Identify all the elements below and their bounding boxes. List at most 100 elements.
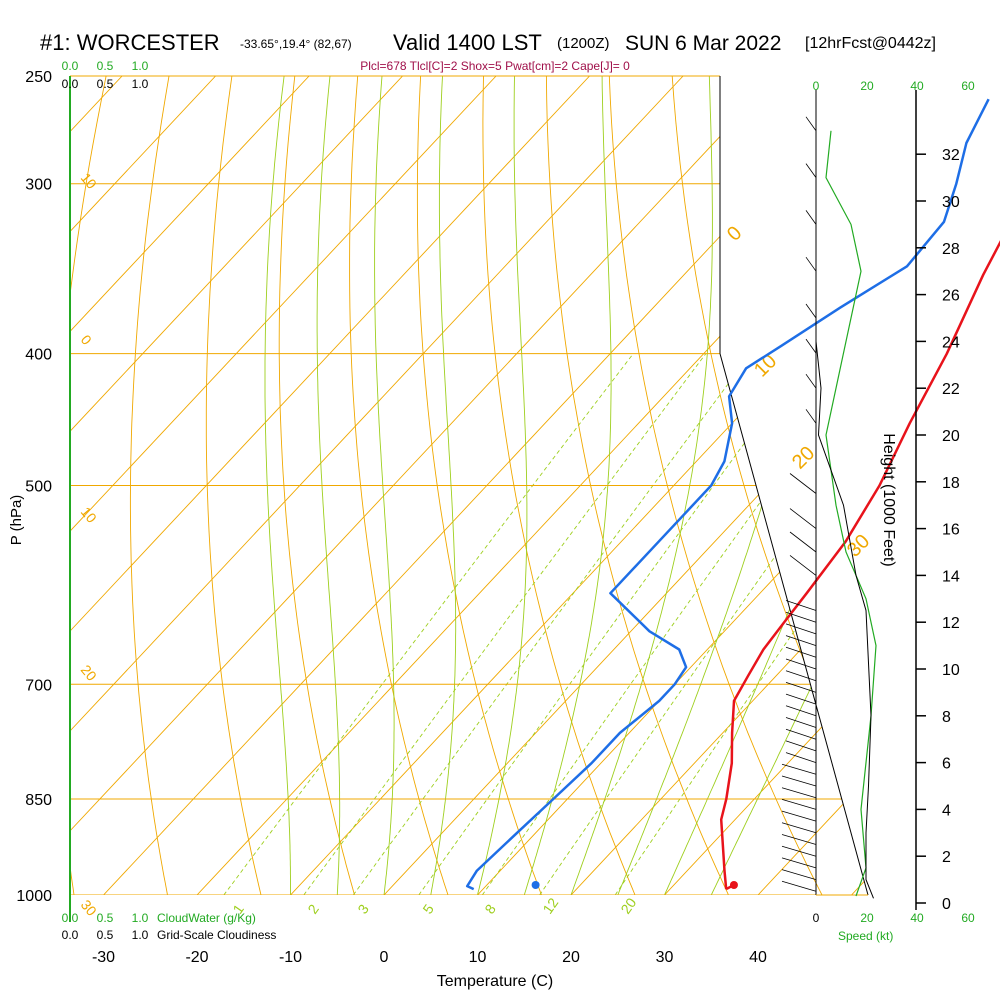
mixing-ratio-label: 5 <box>419 901 437 917</box>
height-tick-label: 22 <box>942 381 960 398</box>
wind-barb <box>782 823 816 833</box>
speed-tick-label-bottom: 0 <box>813 911 820 925</box>
mixing-ratio-label: 3 <box>354 901 372 917</box>
pressure-tick-label: 700 <box>25 677 52 694</box>
wind-barb <box>786 636 816 646</box>
wind-barb <box>806 374 816 388</box>
speed-tick-label-bottom: 20 <box>860 911 874 925</box>
speed-tick-label-top: 0 <box>813 79 820 93</box>
speed-tick-label-top: 40 <box>910 79 924 93</box>
temperature-ticks: -30 -20 -10 0 10 20 30 40 <box>92 949 767 966</box>
height-tick-label: 30 <box>942 194 960 211</box>
wind-speed-curve <box>816 131 874 899</box>
cloudwater-scale-bottom: 0.5 <box>97 911 114 925</box>
surface-dewpoint-dot <box>532 881 540 889</box>
temperature-tick-label: -20 <box>185 949 208 966</box>
wind-barb <box>786 659 816 669</box>
isotherm-label: 20 <box>78 662 100 684</box>
x-axis-title: Temperature (C) <box>437 973 553 990</box>
y-axis-title: P (hPa) <box>8 495 25 546</box>
cloudiness-scale-top: 1.0 <box>132 77 149 91</box>
wind-barb <box>786 624 816 634</box>
speed-tick-label-top: 60 <box>961 79 975 93</box>
speed-tick-label-bottom: 60 <box>961 911 975 925</box>
utc-time: (1200Z) <box>557 35 610 52</box>
wind-barb <box>790 474 816 494</box>
temperature-tick-label: 0 <box>380 949 389 966</box>
wind-barb <box>806 117 816 131</box>
mixing-ratio-line <box>419 354 810 895</box>
cloudwater-scale-top: 0.0 <box>62 59 79 73</box>
height-tick-label: 16 <box>942 522 960 539</box>
height-tick-label: 28 <box>942 241 960 258</box>
cloudiness-scale-bottom: 0.0 <box>62 928 79 942</box>
wind-barb <box>786 612 816 622</box>
mixing-ratio-label: 20 <box>617 895 639 917</box>
mixing-ratio-line <box>224 354 633 895</box>
height-tick-label: 12 <box>942 615 960 632</box>
valid-date: SUN 6 Mar 2022 <box>625 32 781 55</box>
dry-adiabat <box>987 76 1000 895</box>
wind-panel: 0246810121416182022242628303200202040406… <box>782 79 975 925</box>
wind-barb <box>786 753 816 763</box>
height-tick-label: 32 <box>942 147 960 164</box>
cloudwater-label: CloudWater (g/Kg) <box>157 911 256 925</box>
cloudiness-scale-bottom: 1.0 <box>132 928 149 942</box>
surface-temperature-dot <box>730 881 738 889</box>
grid-layer <box>0 76 1000 895</box>
wind-barb <box>782 764 816 774</box>
wind-barb <box>806 210 816 224</box>
cloudwater-scale-top: 0.5 <box>97 59 114 73</box>
wind-barb <box>806 164 816 178</box>
wind-barb <box>782 870 816 880</box>
stability-indices: Plcl=678 Tlcl[C]=2 Shox=5 Pwat[cm]=2 Cap… <box>360 59 630 73</box>
wind-barb <box>806 304 816 318</box>
wind-barb <box>786 671 816 681</box>
wind-barb <box>790 555 816 575</box>
isotherm-label: 0 <box>78 332 95 348</box>
height-tick-label: 26 <box>942 288 960 305</box>
station-title: #1: WORCESTER <box>40 30 220 55</box>
temperature-tick-label: -30 <box>92 949 115 966</box>
wind-barb <box>782 858 816 868</box>
wind-barb <box>786 729 816 739</box>
isotherm-label: 0 <box>723 222 746 245</box>
height-tick-label: 18 <box>942 475 960 492</box>
isotherm-line <box>852 76 1000 895</box>
height-tick-label: 0 <box>942 896 951 913</box>
temperature-tick-label: -10 <box>279 949 302 966</box>
height-tick-label: 8 <box>942 709 951 726</box>
station-coords: -33.65°,19.4° (82,67) <box>240 37 352 51</box>
mixing-ratio-line <box>353 354 750 895</box>
height-axis-title: Height (1000 Feet) <box>880 433 897 566</box>
isotherm-label: 10 <box>78 504 100 526</box>
isotherm-line <box>0 76 29 895</box>
dry-adiabat <box>798 76 1000 895</box>
cloud-scale: 0.00.00.00.00.50.50.50.51.01.01.01.0 <box>62 59 149 942</box>
temperature-tick-label: 20 <box>562 949 580 966</box>
mixing-ratio-line <box>304 354 706 895</box>
wind-barb <box>806 339 816 353</box>
wind-barb <box>806 409 816 423</box>
wind-barb <box>782 835 816 845</box>
cloudwater-scale-top: 1.0 <box>132 59 149 73</box>
height-tick-label: 6 <box>942 756 951 773</box>
speed-tick-label-bottom: 40 <box>910 911 924 925</box>
cloudiness-scale-bottom: 0.5 <box>97 928 114 942</box>
wind-barb <box>782 811 816 821</box>
isotherm-label: 10 <box>78 170 100 192</box>
wind-barb <box>782 881 816 891</box>
temperature-tick-label: 40 <box>749 949 767 966</box>
speed-label: Speed (kt) <box>838 929 893 943</box>
pressure-tick-label: 300 <box>25 177 52 194</box>
height-tick-label: 14 <box>942 568 960 585</box>
wind-barb <box>782 776 816 786</box>
temperature-tick-label: 30 <box>656 949 674 966</box>
mixing-ratio-line <box>615 354 986 895</box>
temperature-tick-label: 10 <box>469 949 487 966</box>
wind-barb <box>790 509 816 529</box>
height-tick-label: 10 <box>942 662 960 679</box>
